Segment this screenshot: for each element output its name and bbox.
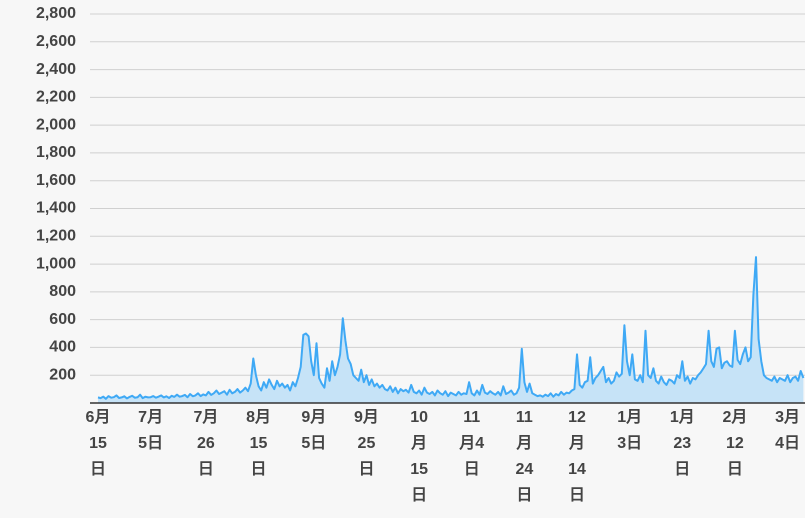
x-tick-label: 12月14日 bbox=[568, 409, 586, 504]
series-line bbox=[97, 256, 805, 400]
y-tick-label: 2,000 bbox=[36, 116, 76, 133]
y-tick-label: 1,800 bbox=[36, 144, 76, 161]
y-tick-label: 400 bbox=[49, 339, 76, 356]
y-tick-label: 1,000 bbox=[36, 255, 76, 272]
y-tick-label: 2,200 bbox=[36, 89, 76, 106]
y-tick-label: 800 bbox=[49, 283, 76, 300]
x-tick-label: 1月23日 bbox=[669, 409, 695, 478]
x-tick-label: 11月4日 bbox=[459, 409, 485, 478]
y-tick-label: 600 bbox=[49, 311, 76, 328]
x-tick-label: 3月4日 bbox=[775, 409, 801, 452]
y-tick-label: 2,400 bbox=[36, 61, 76, 78]
x-tick-label: 11月24日 bbox=[515, 409, 534, 504]
y-tick-label: 1,200 bbox=[36, 228, 76, 245]
y-tick-label: 2,600 bbox=[36, 33, 76, 50]
x-tick-label: 10月15日 bbox=[410, 409, 428, 504]
y-tick-label: 2,800 bbox=[36, 5, 76, 22]
x-tick-label: 2月12日 bbox=[722, 409, 748, 478]
x-tick-label: 1月3日 bbox=[617, 409, 643, 452]
x-tick-label: 7月5日 bbox=[138, 409, 164, 452]
x-tick-label: 9月5日 bbox=[301, 409, 327, 452]
x-tick-label: 6月15日 bbox=[85, 409, 111, 478]
x-tick-label: 9月25日 bbox=[354, 409, 379, 478]
y-tick-label: 200 bbox=[49, 366, 76, 383]
y-tick-label: 1,600 bbox=[36, 172, 76, 189]
area-fill bbox=[98, 257, 804, 403]
y-tick-label: 1,400 bbox=[36, 200, 76, 217]
x-tick-label: 7月26日 bbox=[193, 409, 219, 478]
x-tick-label: 8月15日 bbox=[246, 409, 271, 478]
